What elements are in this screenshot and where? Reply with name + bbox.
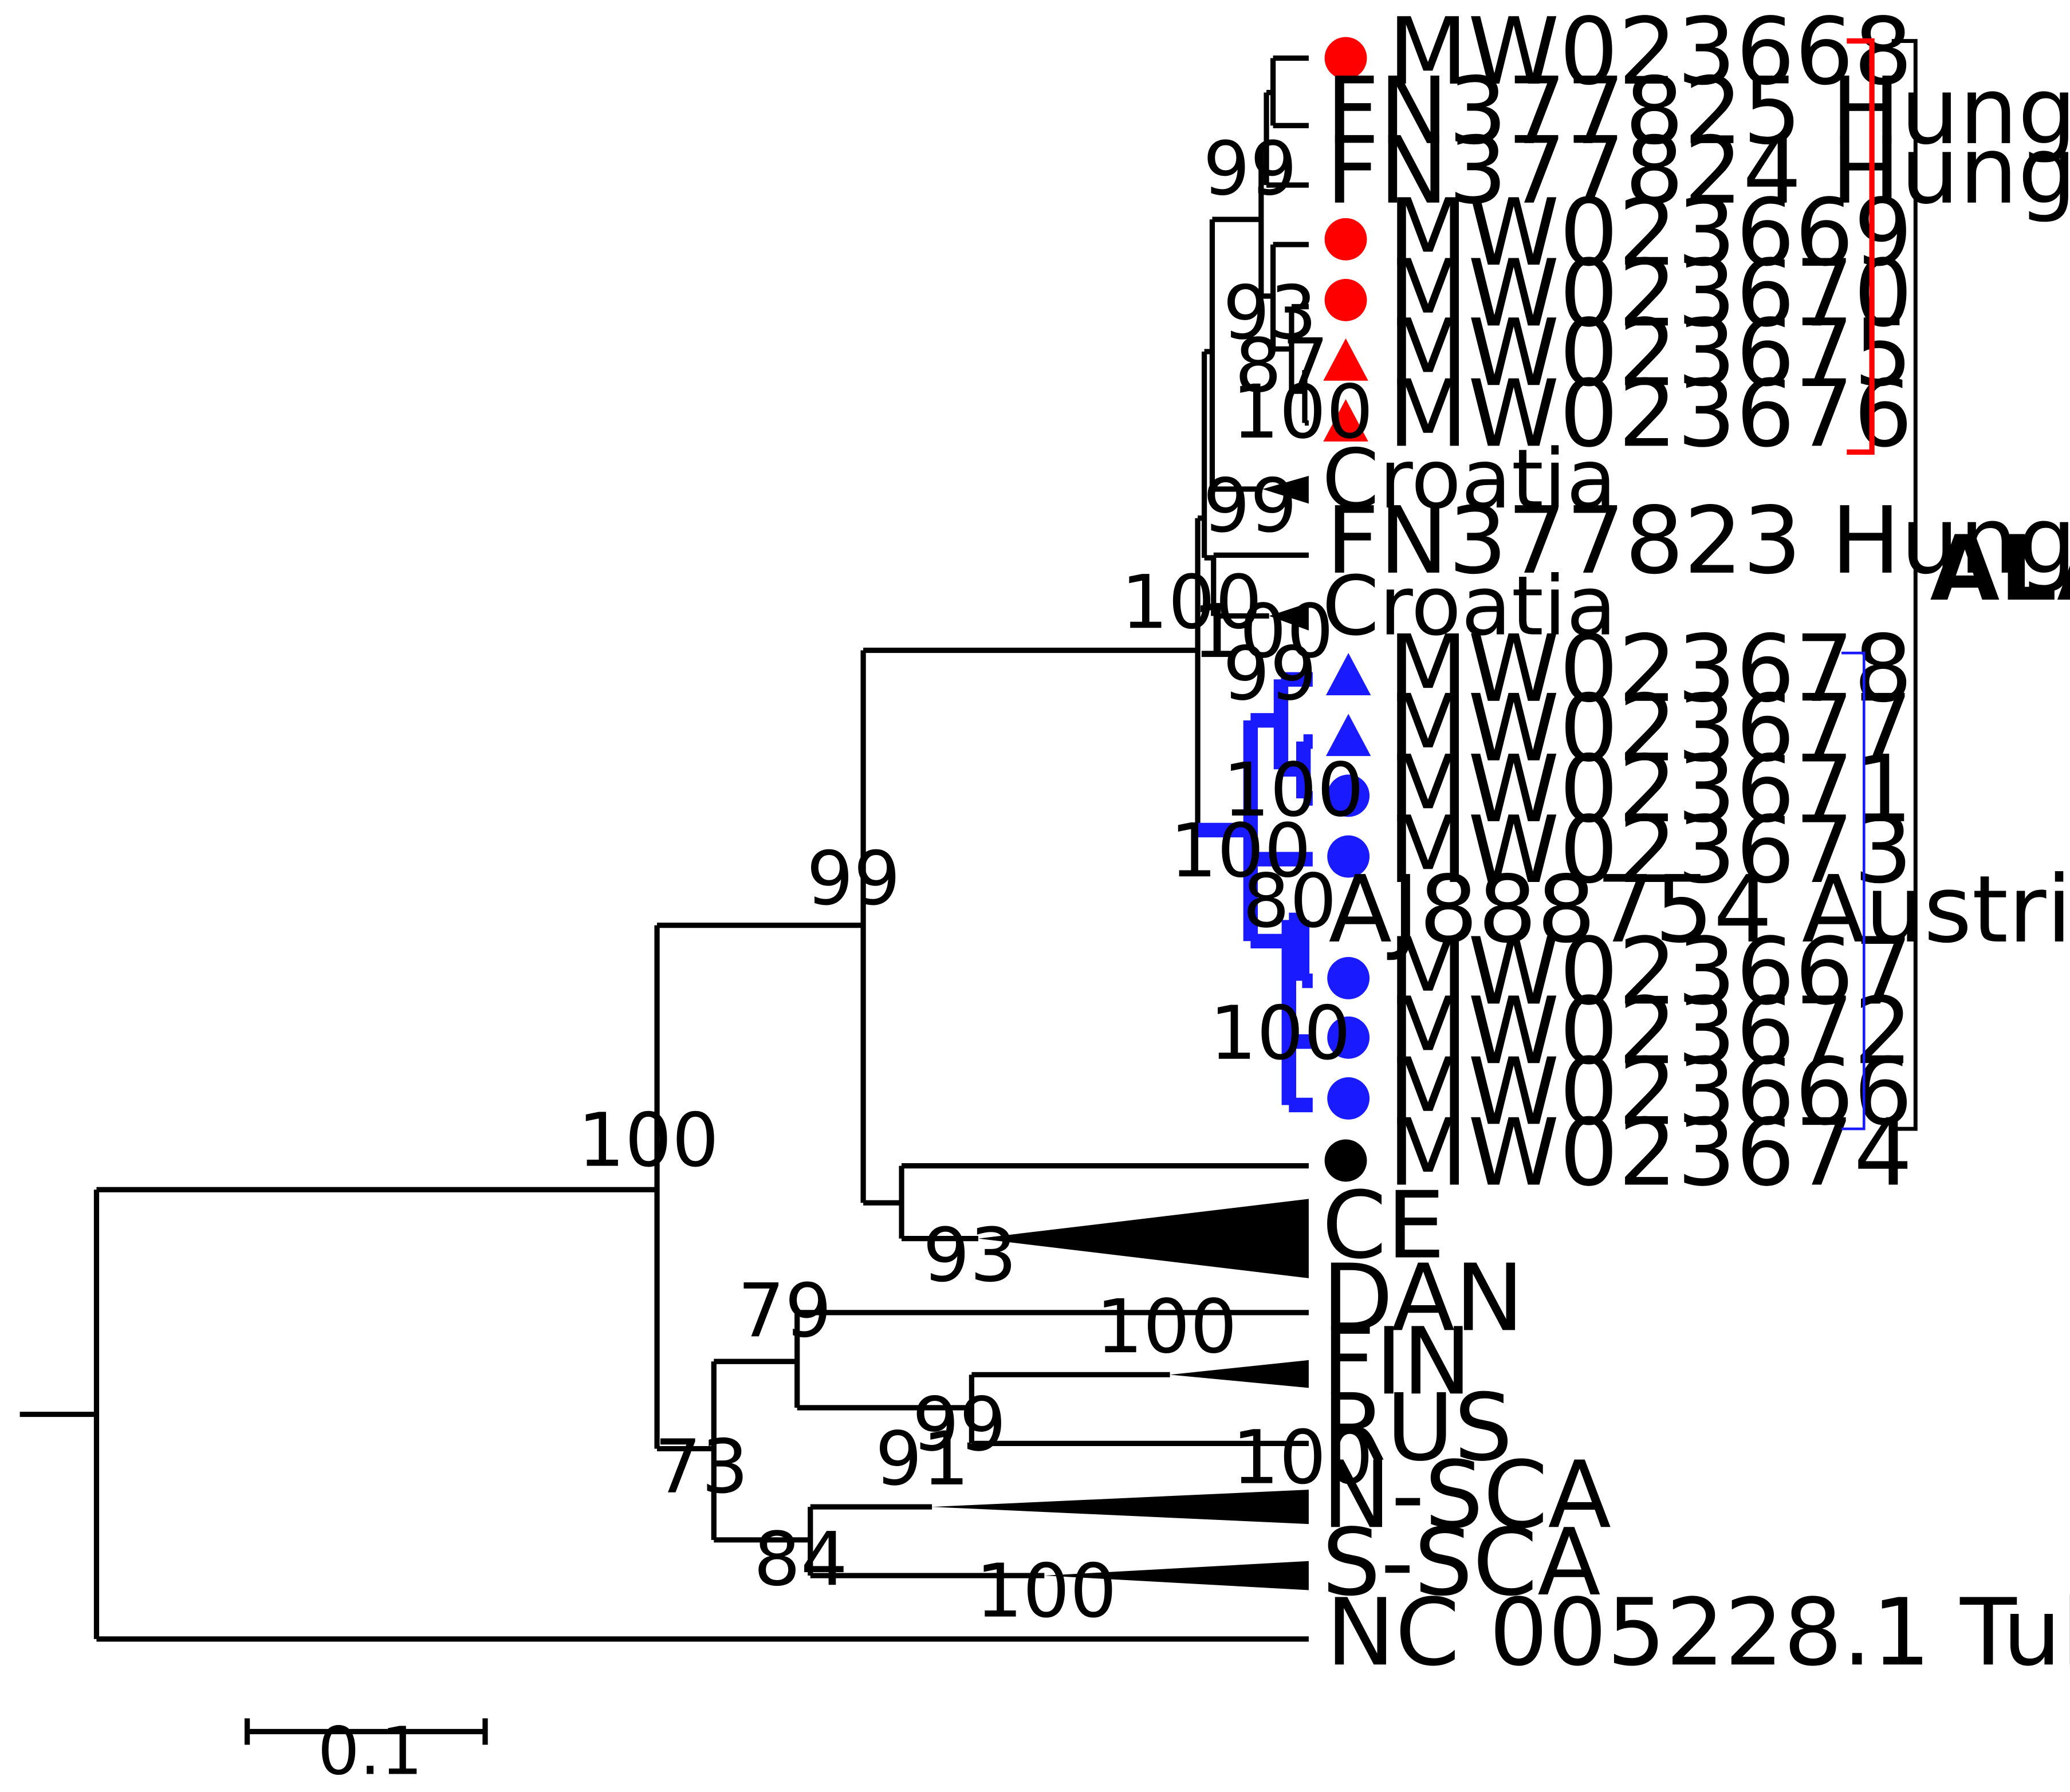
bootstrap-value: 99: [1203, 463, 1297, 549]
taxon-label: MW023676: [1388, 360, 1912, 468]
red-triangle-icon: [1323, 338, 1368, 381]
taxon-label: NC 005228.1 Tula virus: [1326, 1579, 2070, 1687]
bootstrap-value: 100: [1232, 1415, 1374, 1501]
alad-clade-label: ALAD: [1930, 517, 2070, 621]
taxon-label: MW023670: [1388, 240, 1912, 348]
blue-triangle-icon: [1325, 653, 1371, 696]
blue-clade-bracket: [1841, 651, 1866, 1131]
bootstrap-value: 100: [1170, 808, 1312, 894]
taxon-labels: MW023668 FN377825 Hungary FN377824 Hunga…: [1322, 0, 2070, 1687]
bootstrap-value: 100: [975, 1549, 1117, 1635]
alad-clade-bracket: [1891, 39, 1918, 1131]
collapsed-clades: [932, 475, 1309, 1590]
bootstrap-value: 100: [1193, 589, 1334, 675]
red-triangle-icon: [1323, 399, 1368, 442]
bootstrap-value: 91: [875, 1416, 969, 1502]
taxon-label: MW023669: [1388, 179, 1912, 287]
red-clade-bracket: [1847, 38, 1875, 455]
bootstrap-value: 87: [1235, 323, 1329, 409]
taxon-label: MW023672: [1388, 978, 1912, 1085]
taxon-label: MW023668: [1388, 0, 1912, 106]
bootstrap-value: 79: [738, 1268, 832, 1354]
red-circle-icon: [1324, 37, 1367, 80]
bootstrap-value: 100: [1121, 560, 1262, 645]
taxon-label: MW023667: [1388, 918, 1912, 1026]
taxon-label: Croatia: [1322, 431, 1616, 527]
black-circle-icon: [1324, 1139, 1367, 1182]
bootstrap-value: 100: [1232, 369, 1374, 455]
taxon-markers: [1323, 37, 1371, 1182]
taxon-label: FIN: [1322, 1308, 1471, 1416]
red-circle-icon: [1324, 278, 1367, 321]
taxon-label: FN377825 Hungary: [1326, 58, 2070, 166]
taxon-label: MW023678: [1388, 616, 1912, 723]
blue-clade-branches: [1198, 672, 1313, 1113]
blue-circle-icon: [1327, 956, 1370, 999]
taxon-label: MW023666: [1388, 1038, 1912, 1146]
tree-branches: [19, 55, 1309, 1642]
blue-circle-icon: [1327, 1077, 1370, 1120]
bootstrap-value: 93: [1223, 270, 1317, 356]
taxon-label: CE: [1322, 1172, 1445, 1279]
bootstrap-value: 99: [912, 1382, 1006, 1468]
bootstrap-value: 100: [1210, 991, 1351, 1077]
blue-circle-icon: [1327, 835, 1370, 878]
bootstrap-value: 73: [654, 1424, 748, 1510]
taxon-label: MW023677: [1388, 675, 1912, 783]
taxon-label: AJ888754 Austria: [1329, 856, 2070, 964]
bootstrap-value: 100: [1223, 747, 1364, 833]
collapsed-clade-ce: [978, 1199, 1309, 1278]
bootstrap-value: 84: [754, 1517, 848, 1602]
clade-brackets: ALAD: [1841, 38, 2070, 1131]
bootstrap-value: 100: [1096, 1284, 1237, 1370]
bootstrap-value: 99: [806, 836, 900, 922]
scale-bar: 0.1: [244, 1713, 488, 1790]
taxon-label: MW023673: [1388, 797, 1912, 904]
collapsed-clade-n-sca: [932, 1490, 1309, 1525]
taxon-label: MW023671: [1388, 736, 1912, 844]
collapsed-clade-fin: [1170, 1360, 1309, 1388]
red-circle-icon: [1324, 218, 1367, 261]
taxon-label: FN377824 Hungary: [1326, 117, 2070, 225]
blue-circle-icon: [1327, 774, 1370, 817]
taxon-label: DAN: [1322, 1244, 1524, 1352]
collapsed-clade-s-sca: [1044, 1561, 1309, 1590]
bootstrap-values: 99 93 87 100 99 100 100 99 100 100 80 10…: [578, 126, 1374, 1634]
bootstrap-value: 93: [923, 1212, 1017, 1298]
collapsed-clade-croatia-2: [1269, 602, 1309, 631]
blue-circle-icon: [1327, 1016, 1370, 1059]
taxon-label: RUS: [1322, 1374, 1513, 1482]
bootstrap-value: 99: [1223, 631, 1317, 717]
scale-bar-label: 0.1: [317, 1713, 423, 1790]
taxon-label: FN377823 Hungary: [1326, 487, 2070, 595]
taxon-label: S-SCA: [1322, 1509, 1601, 1617]
bootstrap-value: 99: [1203, 126, 1297, 212]
taxon-label: MW023674: [1388, 1100, 1912, 1207]
taxon-label: Croatia: [1322, 558, 1616, 654]
blue-triangle-icon: [1325, 714, 1371, 757]
collapsed-clade-croatia-1: [1262, 475, 1309, 504]
taxon-label: N-SCA: [1322, 1442, 1611, 1549]
taxon-label: MW023675: [1388, 300, 1912, 407]
bootstrap-value: 100: [578, 1098, 719, 1184]
bootstrap-value: 80: [1243, 858, 1337, 944]
